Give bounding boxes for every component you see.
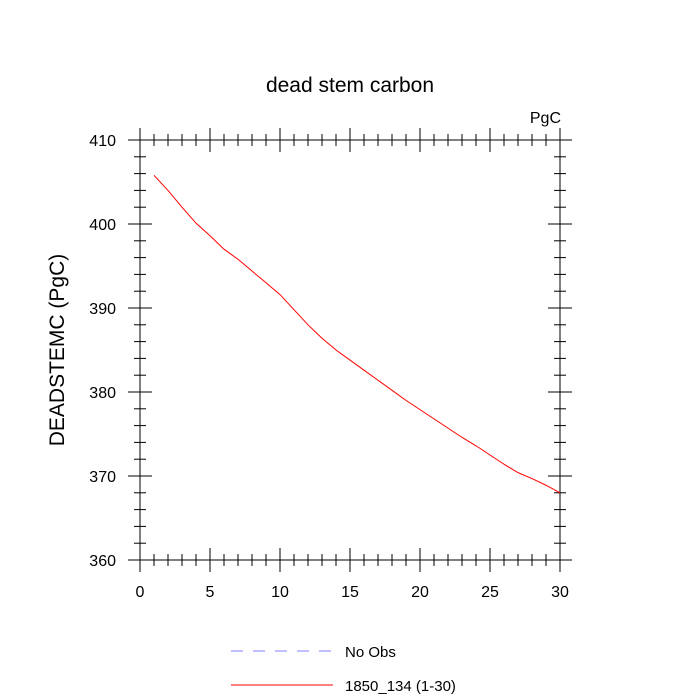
units-label: PgC (530, 110, 561, 127)
y-tick-label: 370 (89, 469, 116, 486)
legend: No Obs 1850_134 (1-30) (231, 644, 456, 695)
plot-frame (139, 139, 561, 561)
y-tick-label: 390 (89, 301, 116, 318)
y-tick-label: 380 (89, 385, 116, 402)
series-line-0 (153, 174, 561, 494)
axis-ticks (128, 128, 572, 572)
chart-title: dead stem carbon (266, 74, 434, 97)
x-tick-label: 15 (341, 584, 359, 601)
x-tick-label: 25 (481, 584, 499, 601)
series-lines (153, 174, 561, 494)
x-tick-label: 20 (411, 584, 429, 601)
x-tick-label: 30 (551, 584, 569, 601)
y-axis-label: DEADSTEMC (PgC) (46, 254, 69, 447)
tick-labels: 0 5 10 15 20 25 30 360 370 380 390 400 410 (89, 133, 569, 601)
x-tick-label: 5 (206, 584, 215, 601)
y-tick-label: 410 (89, 133, 116, 150)
legend-label-1850-134: 1850_134 (1-30) (345, 678, 456, 695)
x-tick-label: 10 (271, 584, 289, 601)
legend-label-no-obs: No Obs (345, 644, 396, 661)
x-tick-label: 0 (136, 584, 145, 601)
y-tick-label: 360 (89, 553, 116, 570)
y-tick-label: 400 (89, 217, 116, 234)
